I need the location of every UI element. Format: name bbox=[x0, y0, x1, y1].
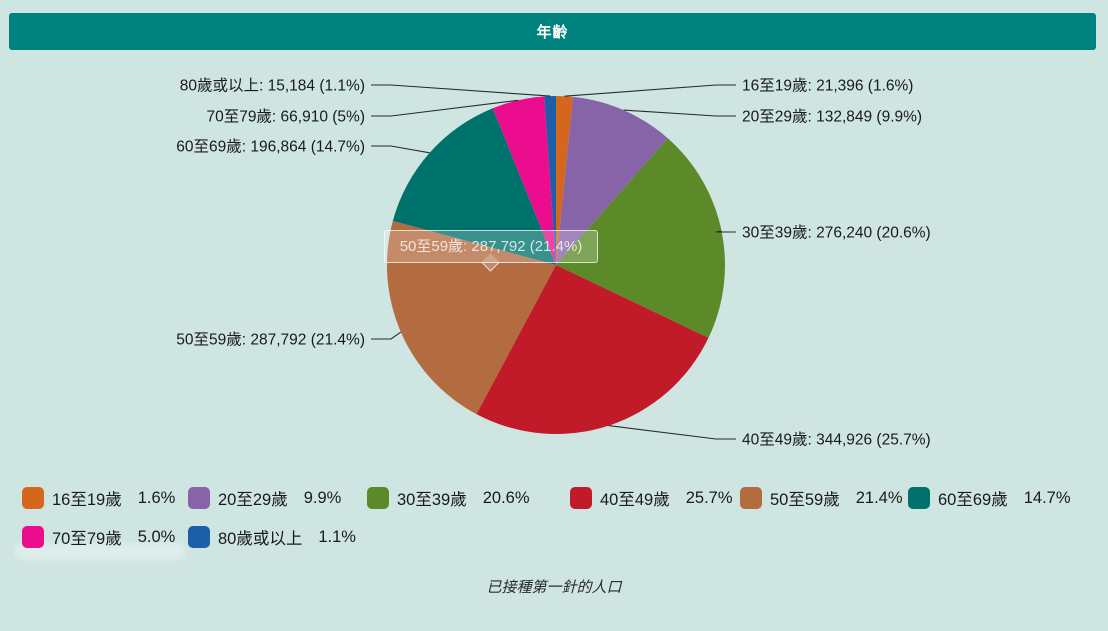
slice-callout-6: 70至79歲: 66,910 (5%) bbox=[206, 108, 365, 126]
slice-callout-4: 50至59歲: 287,792 (21.4%) bbox=[176, 331, 365, 349]
legend-percent-6: 5.0% bbox=[137, 527, 176, 546]
legend-percent-2: 20.6% bbox=[482, 488, 530, 507]
legend-label-5: 60至69歲 bbox=[938, 491, 1008, 509]
legend-label-4: 50至59歲 bbox=[770, 491, 840, 509]
watermark-ghost bbox=[14, 543, 186, 560]
legend-item-0[interactable]: 16至19歲 1.6% bbox=[22, 486, 175, 510]
pie-slice-7[interactable] bbox=[544, 95, 556, 265]
pie-slice-6[interactable] bbox=[492, 96, 556, 266]
legend-percent-5: 14.7% bbox=[1023, 488, 1071, 507]
slice-callout-2: 30至39歲: 276,240 (20.6%) bbox=[742, 224, 931, 242]
callout-line-6 bbox=[371, 99, 519, 117]
pie-slice-4[interactable] bbox=[386, 220, 556, 415]
legend-percent-4: 21.4% bbox=[855, 488, 903, 507]
legend-item-3[interactable]: 40至49歲 25.7% bbox=[570, 486, 733, 510]
legend-percent-0: 1.6% bbox=[137, 488, 176, 507]
slice-callout-7: 80歲或以上: 15,184 (1.1%) bbox=[180, 77, 365, 95]
callout-line-4 bbox=[371, 331, 402, 340]
legend-item-7[interactable]: 80歲或以上 1.1% bbox=[188, 525, 356, 549]
pie-slice-5[interactable] bbox=[392, 108, 556, 265]
legend-item-5[interactable]: 60至69歲 14.7% bbox=[908, 486, 1071, 510]
legend-swatch-0 bbox=[22, 487, 44, 509]
callout-line-7 bbox=[371, 84, 551, 97]
chart-title-bar: 年齡 bbox=[9, 13, 1096, 50]
chart-caption: 已接種第一針的人口 bbox=[486, 579, 622, 596]
legend-swatch-5 bbox=[908, 487, 930, 509]
slice-callout-0: 16至19歲: 21,396 (1.6%) bbox=[742, 77, 913, 95]
pie-slice-2[interactable] bbox=[556, 138, 726, 338]
callout-line-1 bbox=[623, 109, 736, 117]
legend-swatch-6 bbox=[22, 526, 44, 548]
legend-label-6: 70至79歲 bbox=[52, 530, 122, 548]
pie-slice-0[interactable] bbox=[556, 96, 573, 265]
pie-chart-canvas: 16至19歲: 21,396 (1.6%) 20至29歲: 132,849 (9.… bbox=[176, 77, 931, 449]
pie-slice-1[interactable] bbox=[556, 96, 668, 265]
legend-swatch-7 bbox=[188, 526, 210, 548]
legend-item-6[interactable]: 70至79歲 5.0% bbox=[22, 525, 175, 549]
legend-item-2[interactable]: 30至39歲 20.6% bbox=[367, 486, 530, 510]
legend-label-3: 40至49歲 bbox=[600, 491, 670, 509]
callout-line-3 bbox=[608, 425, 736, 440]
callout-line-0 bbox=[564, 84, 736, 97]
legend-label-0: 16至19歲 bbox=[52, 491, 122, 509]
legend-percent-1: 9.9% bbox=[303, 488, 342, 507]
legend-label-1: 20至29歲 bbox=[218, 491, 288, 509]
legend-percent-3: 25.7% bbox=[685, 488, 733, 507]
chart-title: 年齡 bbox=[536, 24, 569, 41]
legend-swatch-2 bbox=[367, 487, 389, 509]
legend-label-2: 30至39歲 bbox=[397, 491, 467, 509]
legend-percent-7: 1.1% bbox=[318, 527, 356, 546]
slice-callout-1: 20至29歲: 132,849 (9.9%) bbox=[742, 108, 922, 126]
legend-item-4[interactable]: 50至59歲 21.4% bbox=[740, 486, 903, 510]
legend-swatch-4 bbox=[740, 487, 762, 509]
slice-callout-3: 40至49歲: 344,926 (25.7%) bbox=[742, 431, 931, 449]
tooltip-text: 50至59歲: 287,792 (21.4%) bbox=[399, 238, 583, 255]
legend-swatch-1 bbox=[188, 487, 210, 509]
tooltip: 50至59歲: 287,792 (21.4%) bbox=[384, 230, 598, 263]
slice-callout-5: 60至69歲: 196,864 (14.7%) bbox=[176, 138, 365, 156]
legend-swatch-3 bbox=[570, 487, 592, 509]
callout-line-2 bbox=[715, 230, 736, 233]
pie-slice-3[interactable] bbox=[476, 265, 709, 435]
legend-label-7: 80歲或以上 bbox=[218, 530, 303, 548]
callout-line-5 bbox=[371, 145, 430, 154]
legend-item-1[interactable]: 20至29歲 9.9% bbox=[188, 486, 341, 510]
